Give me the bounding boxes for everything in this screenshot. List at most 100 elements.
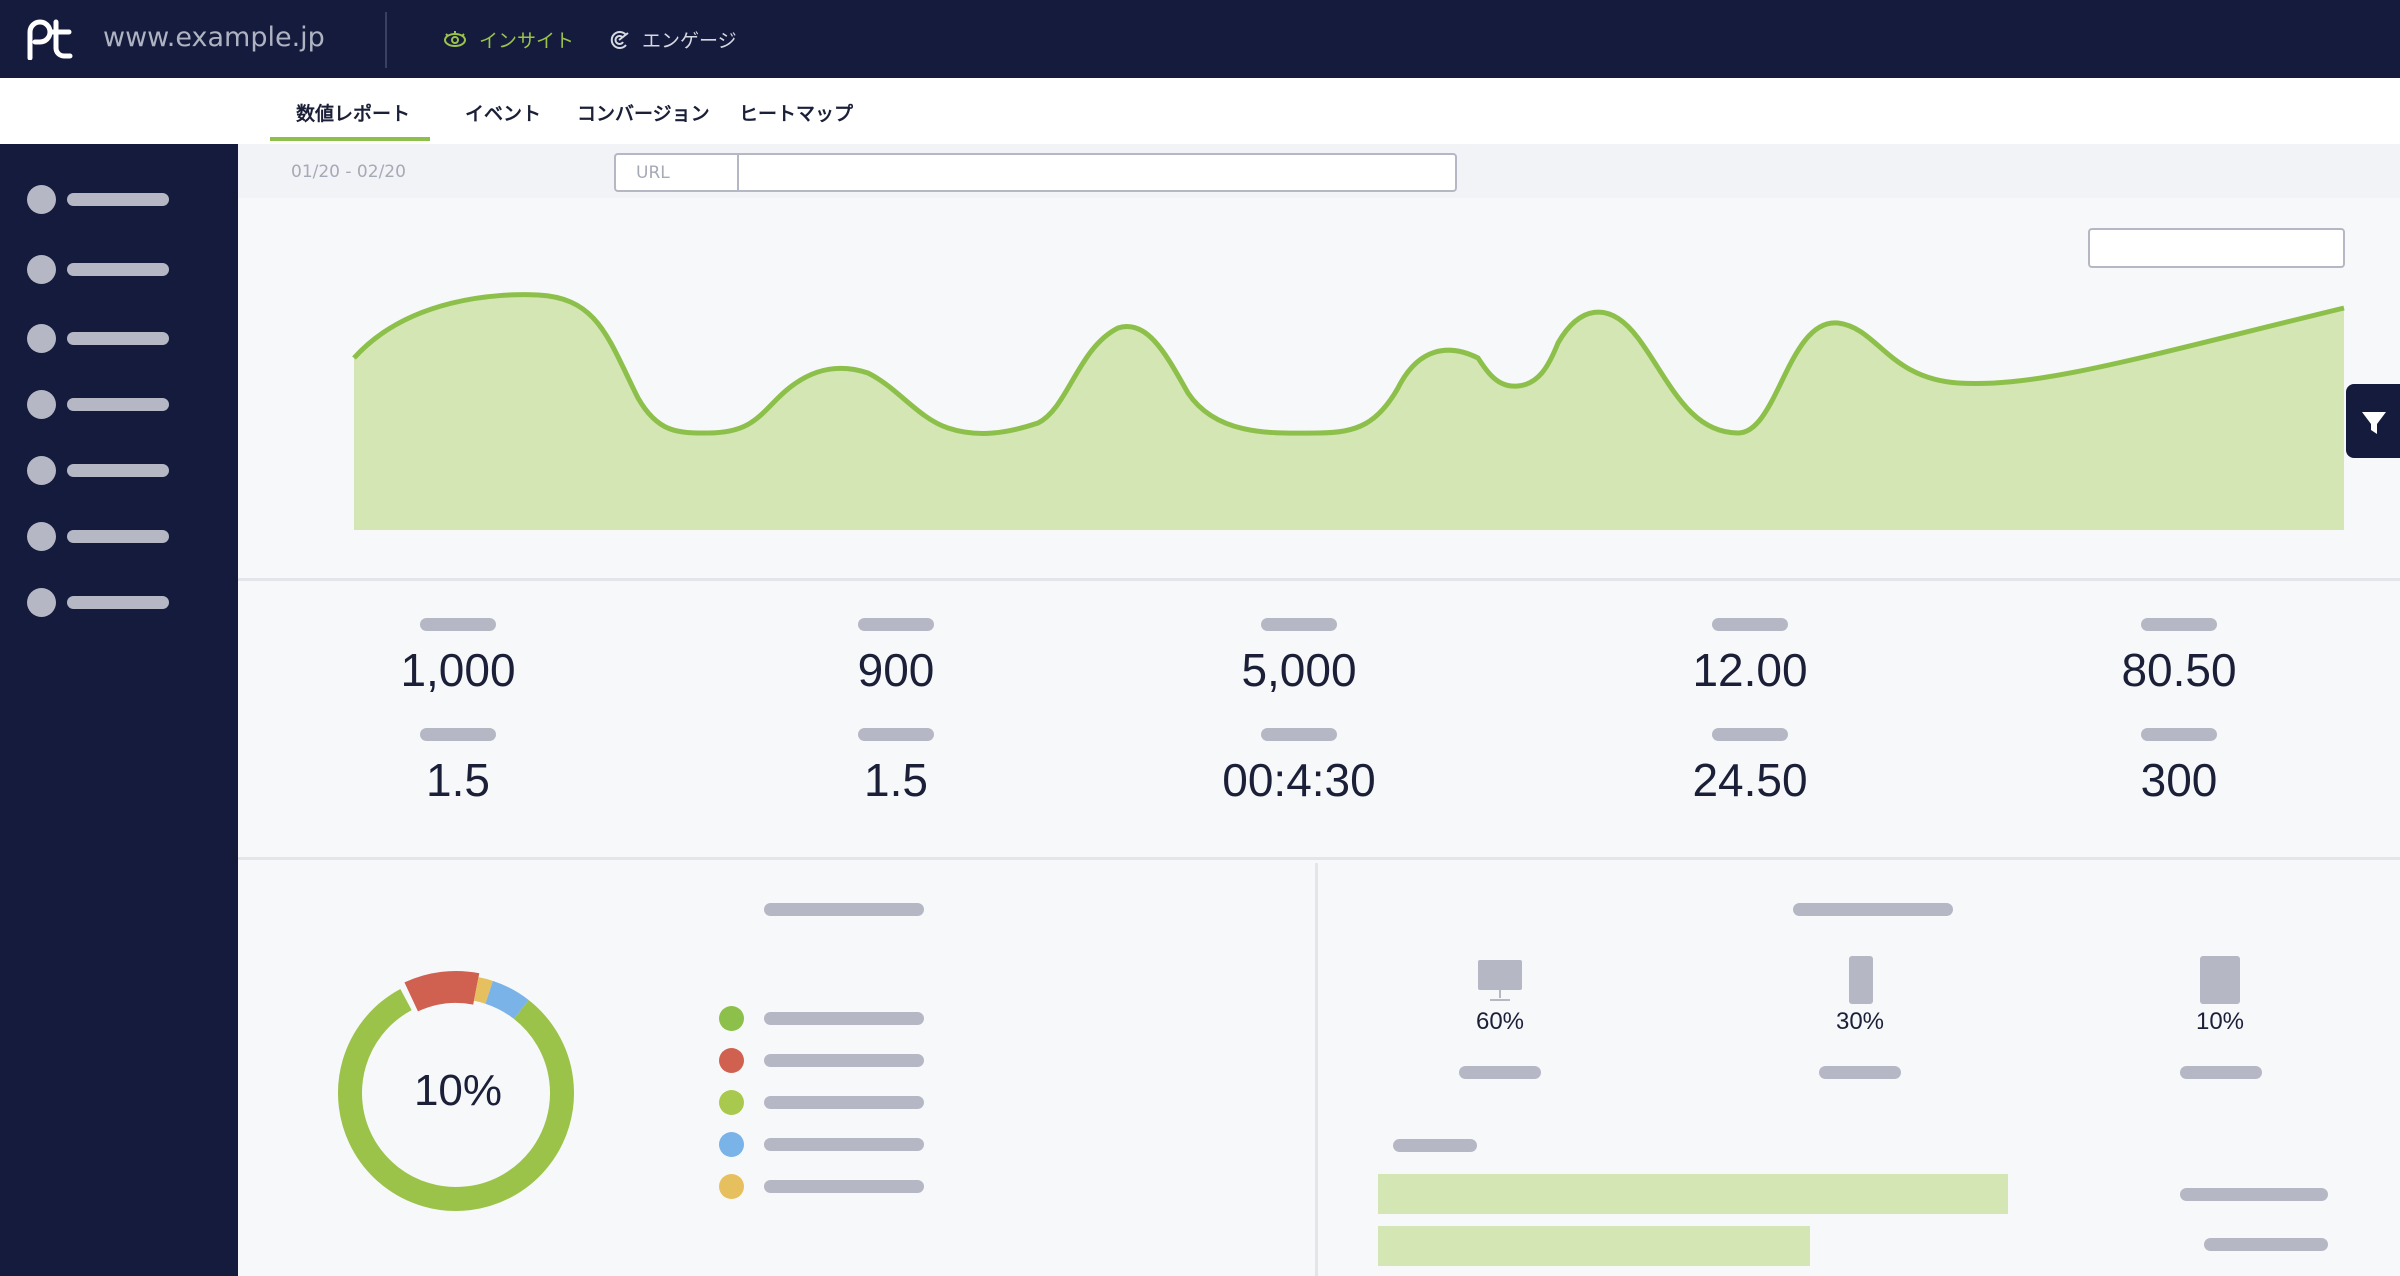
- trend-line: [352, 292, 2345, 436]
- device-desktop-pct: 60%: [1475, 1008, 1525, 1035]
- sidebar-item-icon: [27, 185, 56, 214]
- sidebar-item[interactable]: [27, 588, 177, 617]
- chart-metric-select[interactable]: [2088, 228, 2345, 268]
- device-tablet: 10%: [2140, 956, 2300, 1036]
- tab-numeric-report[interactable]: 数値レポート: [296, 103, 411, 125]
- metric-card: 300: [2029, 728, 2329, 803]
- device-desktop: 60%: [1420, 956, 1580, 1036]
- metric-value: 1.5: [864, 754, 928, 806]
- share-panel: [238, 863, 1318, 1276]
- metric-value: 300: [2140, 754, 2218, 806]
- metric-label-placeholder: [1261, 618, 1337, 631]
- report-tabs: 数値レポート イベント コンバージョン ヒートマップ: [0, 78, 2400, 144]
- metric-card: 1.5: [746, 728, 1046, 803]
- filter-button[interactable]: [2346, 384, 2400, 458]
- url-filter-input[interactable]: URL: [614, 153, 1457, 192]
- metric-value: 24.50: [1692, 754, 1808, 806]
- nav-insight[interactable]: インサイト: [443, 26, 574, 53]
- sidebar-item-icon: [27, 456, 56, 485]
- metrics-panel: [238, 584, 2400, 860]
- share-panel-title-placeholder: [764, 903, 924, 916]
- sidebar-item-label-placeholder: [67, 332, 169, 345]
- legend-label-placeholder: [764, 1012, 924, 1025]
- metric-value: 900: [857, 644, 935, 696]
- legend-label-placeholder: [764, 1054, 924, 1067]
- metric-card: 5,000: [1149, 618, 1449, 693]
- sidebar-item[interactable]: [27, 185, 177, 214]
- metric-card: 1,000: [308, 618, 608, 693]
- legend-label-placeholder: [764, 1096, 924, 1109]
- device-label-placeholder: [2180, 1066, 2262, 1079]
- sidebar-item-label-placeholder: [67, 263, 169, 276]
- trend-area-fill: [354, 294, 2344, 530]
- tab-event[interactable]: イベント: [465, 103, 542, 125]
- metric-card: 1.5: [308, 728, 608, 803]
- donut-center-label: 10%: [413, 1066, 503, 1115]
- nav-insight-label: インサイト: [479, 30, 575, 52]
- metric-label-placeholder: [1261, 728, 1337, 741]
- tablet-icon: [2200, 956, 2240, 1004]
- legend-dot: [719, 1048, 744, 1073]
- top-bar: www.example.jp インサイト エンゲージ: [0, 0, 2400, 78]
- legend-label-placeholder: [764, 1138, 924, 1151]
- sidebar-item-label-placeholder: [67, 530, 169, 543]
- metric-label-placeholder: [1712, 728, 1788, 741]
- date-range[interactable]: 01/20 - 02/20: [291, 162, 406, 182]
- sidebar-item[interactable]: [27, 390, 177, 419]
- desktop-icon: [1478, 960, 1522, 1001]
- metric-value: 1,000: [400, 644, 516, 696]
- legend-dot: [719, 1090, 744, 1115]
- sidebar-item-icon: [27, 588, 56, 617]
- bar-label-placeholder: [2204, 1238, 2328, 1251]
- nav-engage-label: エンゲージ: [642, 30, 737, 52]
- nav-engage[interactable]: エンゲージ: [608, 26, 737, 53]
- device-label-placeholder: [1819, 1066, 1901, 1079]
- device-tablet-pct: 10%: [2195, 1008, 2245, 1035]
- metric-card: 00:4:30: [1149, 728, 1449, 803]
- donut-chart: [334, 971, 578, 1215]
- sidebar-item-icon: [27, 324, 56, 353]
- app-logo[interactable]: [26, 18, 74, 60]
- tab-heatmap[interactable]: ヒートマップ: [739, 103, 854, 125]
- metric-value: 00:4:30: [1222, 754, 1376, 806]
- share-bar: [1378, 1174, 2008, 1214]
- metric-label-placeholder: [858, 728, 934, 741]
- device-label-placeholder: [1459, 1066, 1541, 1079]
- filter-icon: [2362, 412, 2386, 434]
- sidebar: [0, 144, 238, 1276]
- sidebar-item-icon: [27, 522, 56, 551]
- sidebar-item[interactable]: [27, 456, 177, 485]
- metric-value: 80.50: [2121, 644, 2237, 696]
- metric-label-placeholder: [858, 618, 934, 631]
- metric-label-placeholder: [420, 728, 496, 741]
- device-smartphone-pct: 30%: [1835, 1008, 1885, 1035]
- metric-label-placeholder: [2141, 728, 2217, 741]
- tab-conversion[interactable]: コンバージョン: [577, 103, 710, 125]
- url-label: URL: [616, 155, 739, 190]
- sidebar-item[interactable]: [27, 324, 177, 353]
- active-tab-indicator: [270, 137, 430, 141]
- legend-dot: [719, 1006, 744, 1031]
- sidebar-item[interactable]: [27, 255, 177, 284]
- eye-icon: [444, 30, 466, 47]
- metric-label-placeholder: [420, 618, 496, 631]
- sidebar-item-label-placeholder: [67, 398, 169, 411]
- trend-area-chart: [352, 292, 2345, 530]
- legend-dot: [719, 1132, 744, 1157]
- metric-card: 24.50: [1600, 728, 1900, 803]
- smartphone-icon: [1849, 956, 1873, 1004]
- site-url: www.example.jp: [103, 22, 325, 53]
- device-smartphone: 30%: [1780, 956, 1940, 1036]
- legend-dot: [719, 1174, 744, 1199]
- sidebar-item-icon: [27, 255, 56, 284]
- sidebar-item[interactable]: [27, 522, 177, 551]
- header-divider: [385, 12, 387, 68]
- share-bar: [1378, 1226, 1810, 1266]
- engage-icon: [610, 30, 629, 49]
- metric-label-placeholder: [2141, 618, 2217, 631]
- metric-value: 5,000: [1241, 644, 1357, 696]
- sidebar-item-label-placeholder: [67, 464, 169, 477]
- metric-card: 12.00: [1600, 618, 1900, 693]
- sidebar-item-label-placeholder: [67, 193, 169, 206]
- legend-label-placeholder: [764, 1180, 924, 1193]
